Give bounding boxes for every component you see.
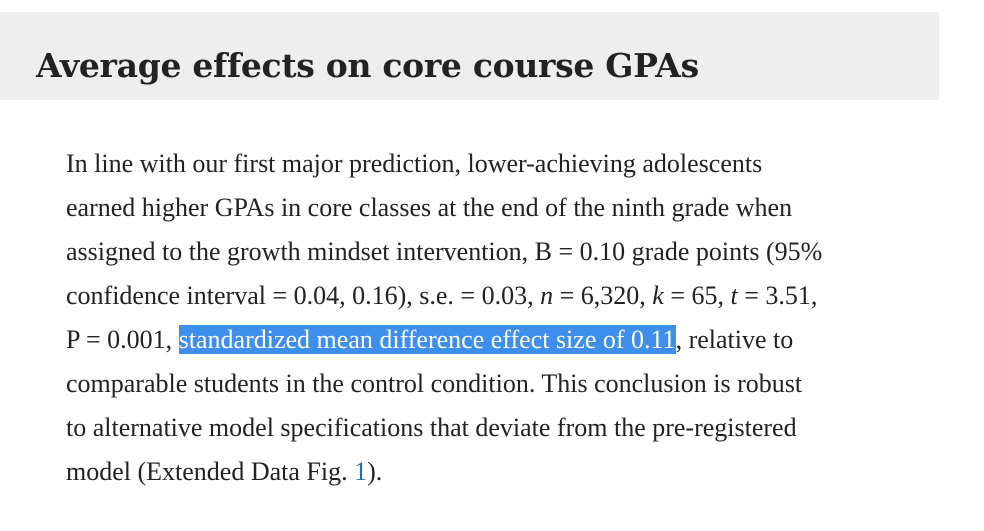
paragraph-text: = 6,320, (553, 281, 653, 310)
selected-text-highlight[interactable]: standardized mean difference effect size… (178, 325, 676, 354)
paragraph-text: , relative to (675, 325, 794, 354)
paragraph-line: In line with our first major prediction,… (66, 149, 763, 178)
body-paragraph: In line with our first major prediction,… (66, 142, 936, 494)
sample-size-symbol: n (540, 281, 554, 310)
paragraph-line: earned higher GPAs in core classes at th… (66, 193, 793, 222)
section-header-band (0, 12, 939, 100)
paragraph-line: assigned to the growth mindset intervent… (66, 237, 823, 266)
paragraph-text: ). (367, 457, 383, 486)
cluster-count-symbol: k (652, 281, 664, 310)
extended-data-figure-link[interactable]: 1 (354, 457, 368, 486)
paragraph-line: P = 0.001, standardized mean difference … (66, 318, 936, 362)
t-statistic-symbol: t (730, 281, 738, 310)
paragraph-line: comparable students in the control condi… (66, 369, 803, 398)
paragraph-text: P = 0.001, (66, 325, 179, 354)
paragraph-line: to alternative model specifications that… (66, 413, 797, 442)
section-title: Average effects on core course GPAs (36, 46, 699, 85)
paragraph-line: model (Extended Data Fig. 1). (66, 450, 936, 494)
paragraph-text: model (Extended Data Fig. (66, 457, 355, 486)
paragraph-text: confidence interval = 0.04, 0.16), s.e. … (66, 281, 541, 310)
paragraph-text: = 3.51, (737, 281, 818, 310)
paragraph-line: confidence interval = 0.04, 0.16), s.e. … (66, 274, 936, 318)
paragraph-text: = 65, (663, 281, 731, 310)
